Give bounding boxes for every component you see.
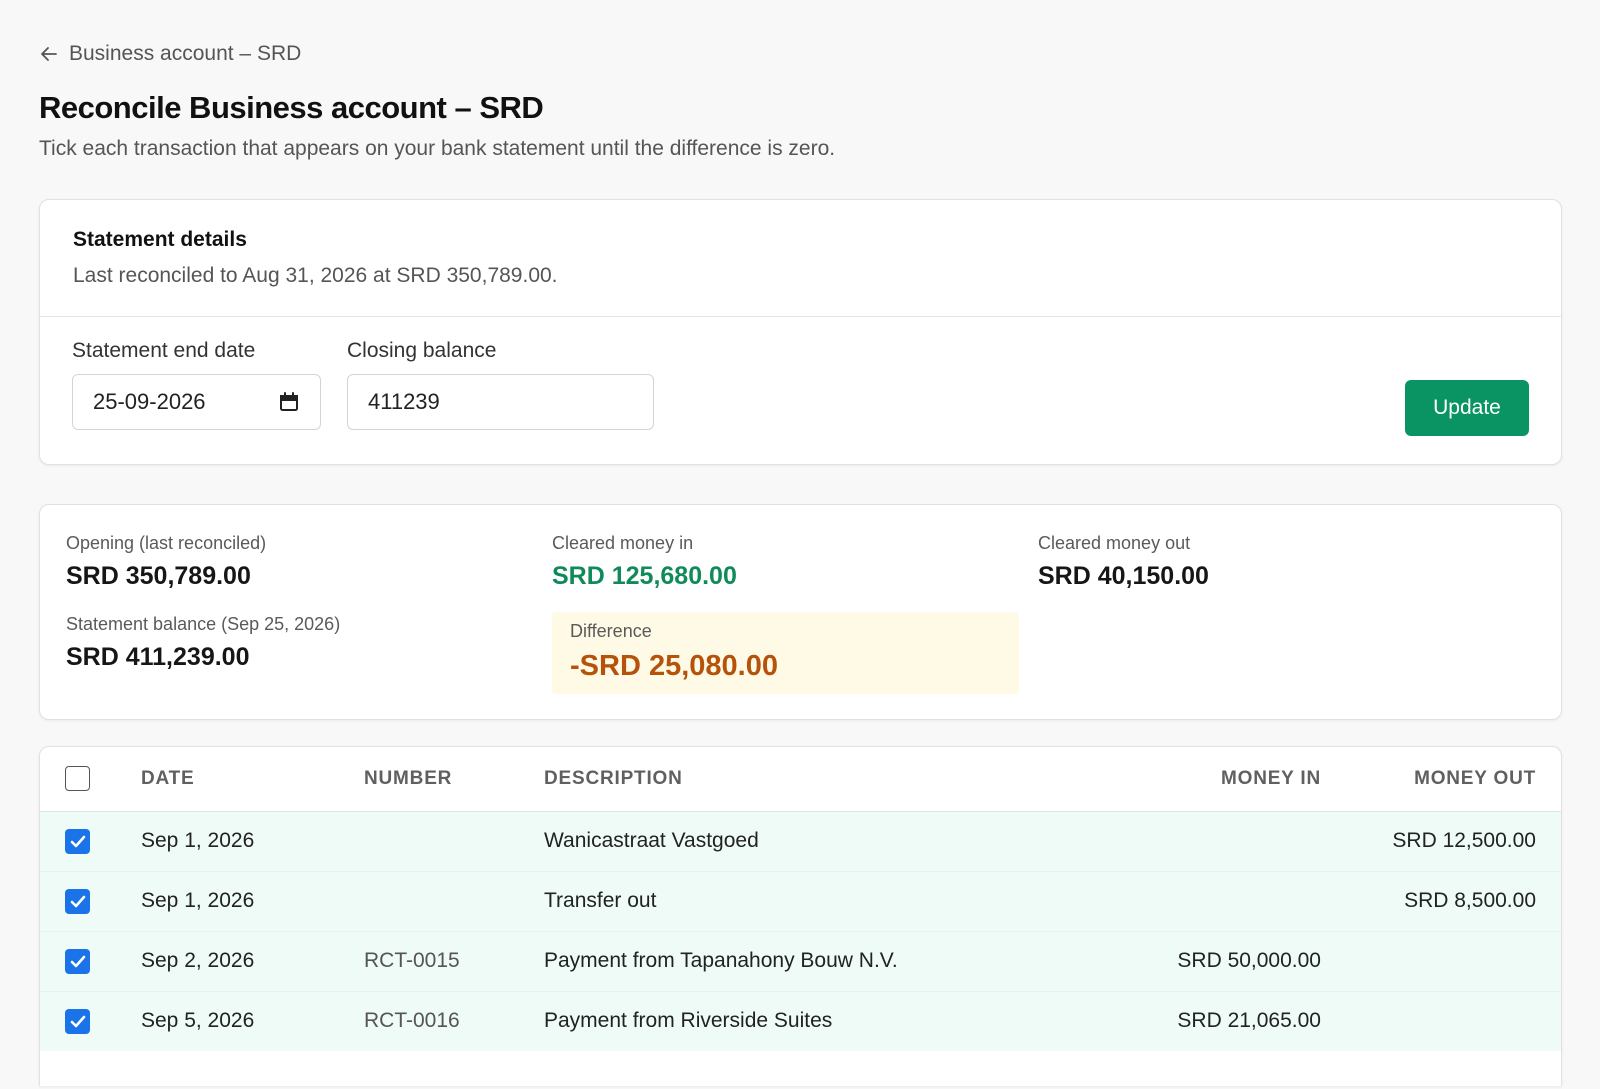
opening-balance: Opening (last reconciled) SRD 350,789.00 (66, 533, 266, 591)
checkmark-icon (70, 895, 86, 907)
cleared-money-in: Cleared money in SRD 125,680.00 (552, 533, 737, 591)
row-money-in (1096, 870, 1321, 931)
statement-details-heading: Statement details (73, 228, 247, 251)
calendar-icon[interactable] (278, 391, 300, 413)
row-checkbox[interactable] (65, 828, 90, 854)
statement-end-date-label: Statement end date (72, 339, 256, 362)
back-link[interactable]: Business account – SRD (39, 38, 1560, 70)
row-description: Transfer out (544, 870, 1097, 931)
table-row[interactable]: Sep 2, 2026 RCT-0015 Payment from Tapanaho… (40, 930, 1561, 991)
row-checkbox-cell (40, 870, 141, 931)
closing-balance-input[interactable]: 411239 (347, 374, 654, 430)
row-date: Sep 1, 2026 (141, 870, 364, 931)
row-date: Sep 2, 2026 (141, 930, 364, 991)
closing-balance-field: Closing balance 411239 (347, 339, 654, 430)
closing-balance-label: Closing balance (347, 339, 497, 362)
opening-balance-label: Opening (last reconciled) (66, 533, 267, 553)
page-subtitle: Tick each transaction that appears on yo… (39, 137, 836, 160)
row-money-in (1097, 811, 1321, 871)
row-checkbox[interactable] (65, 888, 90, 914)
table-header-row: DATE NUMBER DESCRIPTION MONEY IN MONEY O… (40, 747, 1561, 812)
transactions-table-card: DATE NUMBER DESCRIPTION MONEY IN MONEY O… (39, 746, 1562, 1086)
row-description: Payment from Tapanahony Bouw N.V. (544, 930, 1097, 991)
statement-balance: Statement balance (Sep 25, 2026) SRD 411… (66, 614, 340, 672)
description-column-header[interactable]: DESCRIPTION (544, 747, 1097, 812)
statement-details-card: Statement details Last reconciled to Aug… (39, 199, 1562, 465)
row-checkbox[interactable] (65, 1008, 90, 1034)
statement-balance-label: Statement balance (Sep 25, 2026) (66, 614, 341, 634)
table-row[interactable]: Sep 5, 2026 RCT-0016 Payment from Riversid… (40, 990, 1561, 1051)
money-in-column-header[interactable]: MONEY IN (1096, 747, 1321, 812)
difference-label: Difference (570, 621, 652, 641)
row-description: Payment from Riverside Suites (544, 990, 1097, 1051)
row-description: Wanicastraat Vastgoed (544, 829, 759, 852)
row-number (364, 811, 544, 871)
page-title: Reconcile Business account – SRD (39, 90, 544, 125)
row-money-out (1321, 990, 1561, 1051)
row-money-out: SRD 12,500.00 (1392, 829, 1536, 852)
select-all-checkbox[interactable] (65, 766, 90, 792)
row-money-in: SRD 50,000.00 (1096, 930, 1321, 991)
row-number (364, 870, 544, 931)
table-row[interactable]: Sep 1, 2026 Wanicastraat Vastgoed SRD 12,5… (40, 811, 1561, 871)
row-money-in: SRD 21,065.00 (1096, 990, 1321, 1051)
row-number: RCT-0015 (364, 930, 544, 991)
checkmark-icon (70, 1015, 86, 1028)
row-date: Sep 5, 2026 (141, 990, 364, 1051)
cleared-money-out: Cleared money out SRD 40,150.00 (1038, 533, 1209, 591)
date-column-header[interactable]: DATE (141, 747, 364, 812)
difference-value: -SRD 25,080.00 (570, 650, 778, 682)
cleared-money-in-label: Cleared money in (552, 533, 694, 553)
cleared-money-out-label: Cleared money out (1038, 533, 1191, 553)
row-checkbox-cell (40, 990, 141, 1051)
statement-end-date-field: Statement end date 25-09-2026 (72, 339, 321, 430)
opening-balance-value: SRD 350,789.00 (66, 562, 251, 590)
row-checkbox[interactable] (65, 948, 90, 974)
cleared-money-in-value: SRD 125,680.00 (552, 562, 737, 590)
statement-balance-value: SRD 411,239.00 (66, 643, 250, 671)
closing-balance-value: 411239 (368, 389, 440, 414)
row-number: RCT-0016 (364, 990, 544, 1051)
statement-details-header: Statement details Last reconciled to Aug… (40, 200, 1561, 317)
arrow-left-icon (41, 47, 57, 61)
money-out-column-header[interactable]: MONEY OUT (1321, 747, 1561, 812)
number-column-header[interactable]: NUMBER (364, 747, 544, 812)
reconciliation-summary-card: Opening (last reconciled) SRD 350,789.00… (39, 504, 1562, 720)
row-money-out (1321, 930, 1561, 991)
transactions-body: Sep 1, 2026 Wanicastraat Vastgoed SRD 12,5… (40, 811, 1561, 1051)
select-all-cell (40, 747, 141, 812)
row-money-out: SRD 8,500.00 (1321, 870, 1561, 931)
checkmark-icon (70, 835, 86, 847)
statement-end-date-value: 25-09-2026 (93, 389, 206, 414)
statement-form: Statement end date 25-09-2026 Closing ba… (40, 317, 1561, 452)
row-checkbox-cell (40, 811, 141, 871)
checkmark-icon (70, 955, 86, 967)
statement-end-date-input[interactable]: 25-09-2026 (72, 374, 321, 430)
update-button[interactable]: Update (1405, 380, 1529, 436)
transactions-table: DATE NUMBER DESCRIPTION MONEY IN MONEY O… (40, 747, 1561, 1051)
difference-panel: Difference -SRD 25,080.00 (552, 612, 1019, 694)
table-row[interactable]: Sep 1, 2026 Transfer out SRD 8,500.00 (40, 870, 1561, 931)
back-link-label[interactable]: Business account – SRD (69, 42, 302, 65)
row-date: Sep 1, 2026 (141, 829, 255, 852)
last-reconciled-text: Last reconciled to Aug 31, 2026 at SRD 3… (73, 264, 558, 287)
row-checkbox-cell (40, 930, 141, 991)
cleared-money-out-value: SRD 40,150.00 (1038, 562, 1209, 590)
